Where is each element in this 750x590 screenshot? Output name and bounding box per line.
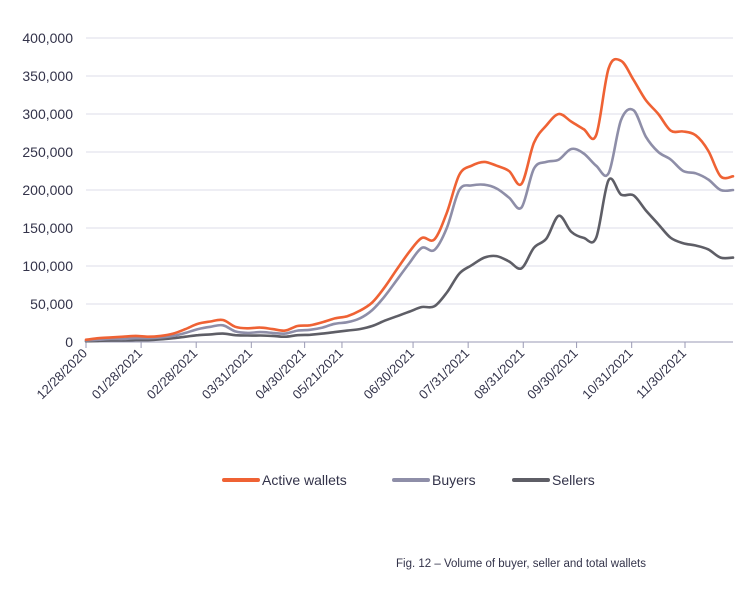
legend-item-buyers: Buyers (392, 472, 476, 488)
x-tick-label: 01/28/2021 (89, 346, 146, 403)
x-tick-label: 10/31/2021 (579, 346, 636, 403)
grid-lines (86, 37, 733, 343)
y-tick-label: 0 (65, 334, 73, 350)
x-tick-label: 08/31/2021 (471, 346, 528, 403)
legend-swatch-buyers (392, 478, 430, 482)
line-chart: 400,000 350,000 300,000 250,000 200,000 150,0… (22, 30, 735, 402)
legend-label-buyers: Buyers (432, 472, 476, 488)
x-tick-label: 03/31/2021 (199, 346, 256, 403)
legend-item-sellers: Sellers (512, 472, 595, 488)
x-axis: 12/28/202001/28/202102/28/202103/31/2021… (33, 342, 689, 402)
x-tick-label: 02/28/2021 (144, 346, 201, 403)
legend-swatch-sellers (512, 478, 550, 482)
y-tick-label: 100,000 (22, 258, 73, 274)
series-line-active-wallets (84, 57, 735, 341)
y-tick-label: 200,000 (22, 182, 73, 198)
legend-label-sellers: Sellers (552, 472, 595, 488)
y-tick-label: 400,000 (22, 30, 73, 46)
legend-swatch-active-wallets (222, 478, 260, 482)
x-tick-label: 06/30/2021 (361, 346, 418, 403)
y-axis: 400,000 350,000 300,000 250,000 200,000 150,0… (22, 30, 73, 350)
series-lines (84, 57, 735, 343)
x-tick-label: 07/31/2021 (416, 346, 473, 403)
figure-caption: Fig. 12 – Volume of buyer, seller and to… (396, 558, 646, 570)
series-line-buyers (84, 107, 735, 342)
legend-label-active-wallets: Active wallets (262, 472, 347, 488)
y-tick-label: 300,000 (22, 106, 73, 122)
y-tick-label: 150,000 (22, 220, 73, 236)
x-tick-label: 12/28/2020 (33, 346, 90, 403)
series-line-sellers (84, 177, 735, 343)
x-tick-label: 09/30/2021 (524, 346, 581, 403)
legend-item-active-wallets: Active wallets (222, 472, 347, 488)
y-tick-label: 50,000 (30, 296, 73, 312)
y-tick-label: 350,000 (22, 68, 73, 84)
y-tick-label: 250,000 (22, 144, 73, 160)
x-tick-label: 11/30/2021 (633, 346, 689, 402)
legend: Active wallets Buyers Sellers (0, 472, 750, 492)
